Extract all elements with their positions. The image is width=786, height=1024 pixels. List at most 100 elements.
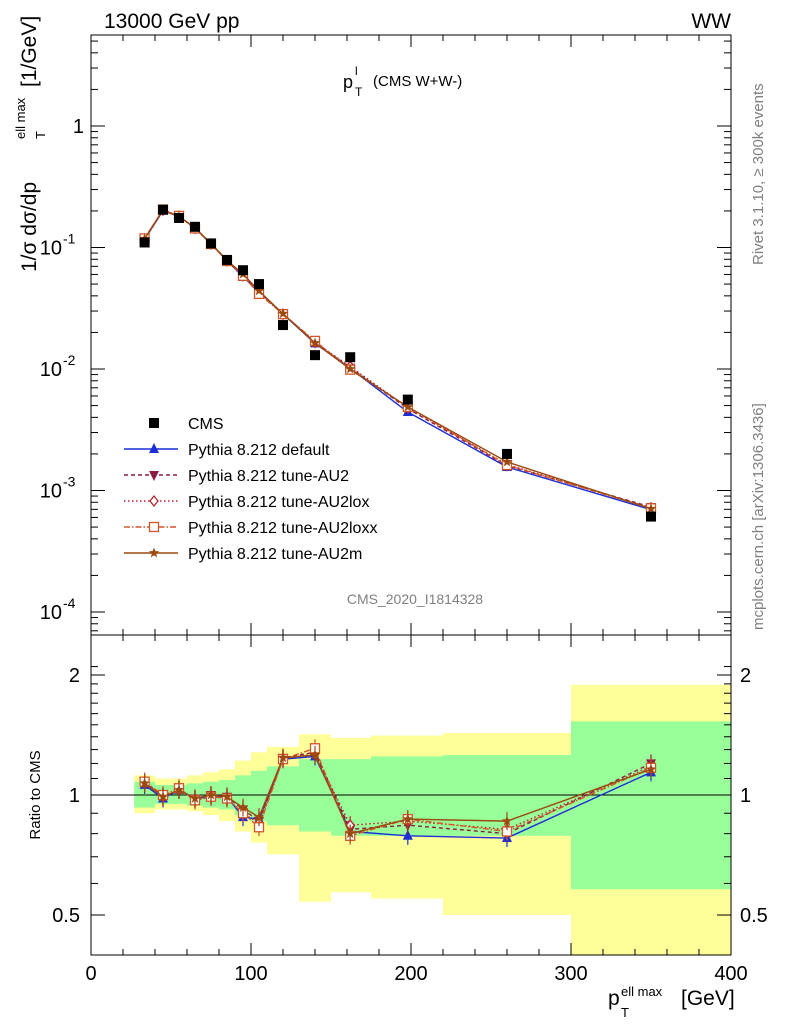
energy-label: 13000 GeV pp	[104, 10, 239, 33]
legend-marker-data	[149, 418, 159, 428]
x-tick-label: 200	[394, 963, 427, 985]
series-point-main-4	[645, 503, 657, 514]
y-tick-label: 1	[73, 116, 84, 138]
legend-item-data: CMS	[149, 416, 224, 433]
legend-label-2: Pythia 8.212 tune-AU2lox	[188, 494, 369, 511]
series-point-main-4	[402, 401, 413, 412]
series-point-ratio-4	[157, 791, 169, 802]
series-point-ratio-4	[205, 789, 217, 800]
legend-label-1: Pythia 8.212 tune-AU2	[188, 468, 349, 485]
data-point	[190, 221, 200, 232]
legend-label-3: Pythia 8.212 tune-AU2loxx	[188, 520, 377, 537]
legend-label-data: CMS	[188, 416, 224, 433]
series-point-main-4	[345, 363, 356, 374]
data-points	[139, 204, 656, 522]
series-point-ratio-4	[237, 802, 249, 812]
plot-title-sub: T	[355, 85, 363, 99]
x-axis-label-text: p	[608, 987, 620, 1010]
series-line-ratio-4	[144, 754, 652, 835]
y-tick-exponent: -1	[63, 231, 76, 247]
series-point-ratio-4	[277, 752, 289, 763]
ratio-tick-label-left: 1	[69, 785, 80, 807]
ratio-tick-label-left: 2	[69, 665, 80, 687]
y-tick-exponent: -2	[63, 352, 76, 368]
y-tick-exponent: -3	[63, 474, 76, 490]
data-point	[139, 237, 150, 248]
y-axis-label-main: 1/σ dσ/dp ell max T [1/GeV]	[13, 16, 48, 272]
ratio-series	[139, 739, 657, 848]
legend-marker-0	[149, 443, 159, 453]
legend-marker-3	[148, 521, 160, 533]
data-point	[158, 204, 168, 215]
x-tick-label: 100	[234, 963, 267, 985]
data-point	[502, 448, 512, 459]
band-green-13	[571, 721, 731, 890]
series-point-ratio-4	[173, 784, 185, 795]
legend-marker-1	[149, 471, 159, 481]
data-point	[345, 352, 356, 363]
x-tick-label: 0	[85, 963, 96, 985]
y-axis-label-text: 1/σ dσ/dp	[18, 182, 41, 272]
data-point	[254, 279, 264, 290]
legend-label-4: Pythia 8.212 tune-AU2m	[188, 546, 362, 563]
series-point-main-4	[253, 285, 265, 296]
series-point-ratio-4	[189, 793, 201, 803]
y-tick-exponent: -4	[63, 595, 76, 611]
plot-title-main: p	[343, 72, 353, 92]
series-point-main-4	[309, 337, 321, 348]
ratio-tick-label-left: 0.5	[52, 905, 80, 927]
legend-item-1: Pythia 8.212 tune-AU2	[124, 468, 349, 485]
x-tick-label: 400	[714, 963, 747, 985]
x-tick-label: 300	[554, 963, 587, 985]
legend-item-0: Pythia 8.212 default	[124, 442, 330, 459]
series-point-main-4	[501, 456, 513, 467]
process-label: WW	[691, 10, 731, 33]
x-axis-label-unit: [GeV]	[681, 987, 735, 1010]
y-tick-label: 10	[40, 359, 62, 381]
series-point-ratio-4	[139, 777, 150, 788]
series-point-ratio-4	[309, 749, 321, 760]
plot-title-rest: (CMS W+W-)	[373, 73, 462, 90]
x-axis-label-sup: ell max	[621, 984, 663, 999]
y-axis-label-sub: T	[33, 131, 48, 139]
x-axis-label-sub: T	[621, 1005, 629, 1020]
data-point	[646, 511, 656, 522]
y-axis-label-unit: [1/GeV]	[18, 16, 41, 87]
y-tick-label: 10	[40, 481, 62, 503]
x-axis-label: p ell max T [GeV]	[608, 984, 735, 1020]
series-point-ratio-4	[402, 813, 413, 824]
plot-title-sup: l	[355, 64, 358, 78]
legend-item-4: Pythia 8.212 tune-AU2m	[124, 546, 362, 563]
series-point-ratio-4	[345, 828, 356, 839]
data-point	[222, 254, 232, 265]
legend-marker-2	[149, 494, 159, 508]
legend-item-3: Pythia 8.212 tune-AU2loxx	[124, 520, 377, 537]
series-point-ratio-0	[402, 829, 413, 840]
legend: CMS Pythia 8.212 default Pythia 8.212 tune…	[124, 416, 377, 563]
legend-marker-4	[148, 547, 160, 558]
y-axis-label-sup: ell max	[13, 97, 28, 139]
data-point	[206, 238, 216, 249]
y-tick-label: 10	[40, 238, 62, 260]
data-point	[238, 265, 248, 276]
series-line-main-0	[144, 209, 652, 511]
y-tick-label: 10	[40, 602, 62, 624]
series-point-main-4	[277, 308, 289, 319]
series-point-ratio-4	[253, 811, 265, 822]
data-point	[402, 394, 413, 405]
rivet-note: Rivet 3.1.10, ≥ 300k events	[750, 83, 767, 265]
series-point-ratio-4	[221, 791, 233, 802]
legend-item-2: Pythia 8.212 tune-AU2lox	[124, 494, 369, 511]
ratio-tick-label-right: 0.5	[740, 905, 768, 927]
legend-label-0: Pythia 8.212 default	[188, 442, 330, 459]
ratio-tick-label-right: 2	[740, 665, 751, 687]
data-point	[310, 350, 320, 361]
main-frame	[90, 34, 732, 636]
analysis-ref: CMS_2020_I1814328	[347, 591, 483, 607]
data-point	[174, 212, 184, 223]
data-point	[278, 320, 288, 331]
y-axis-label-ratio: Ratio to CMS	[27, 750, 44, 839]
